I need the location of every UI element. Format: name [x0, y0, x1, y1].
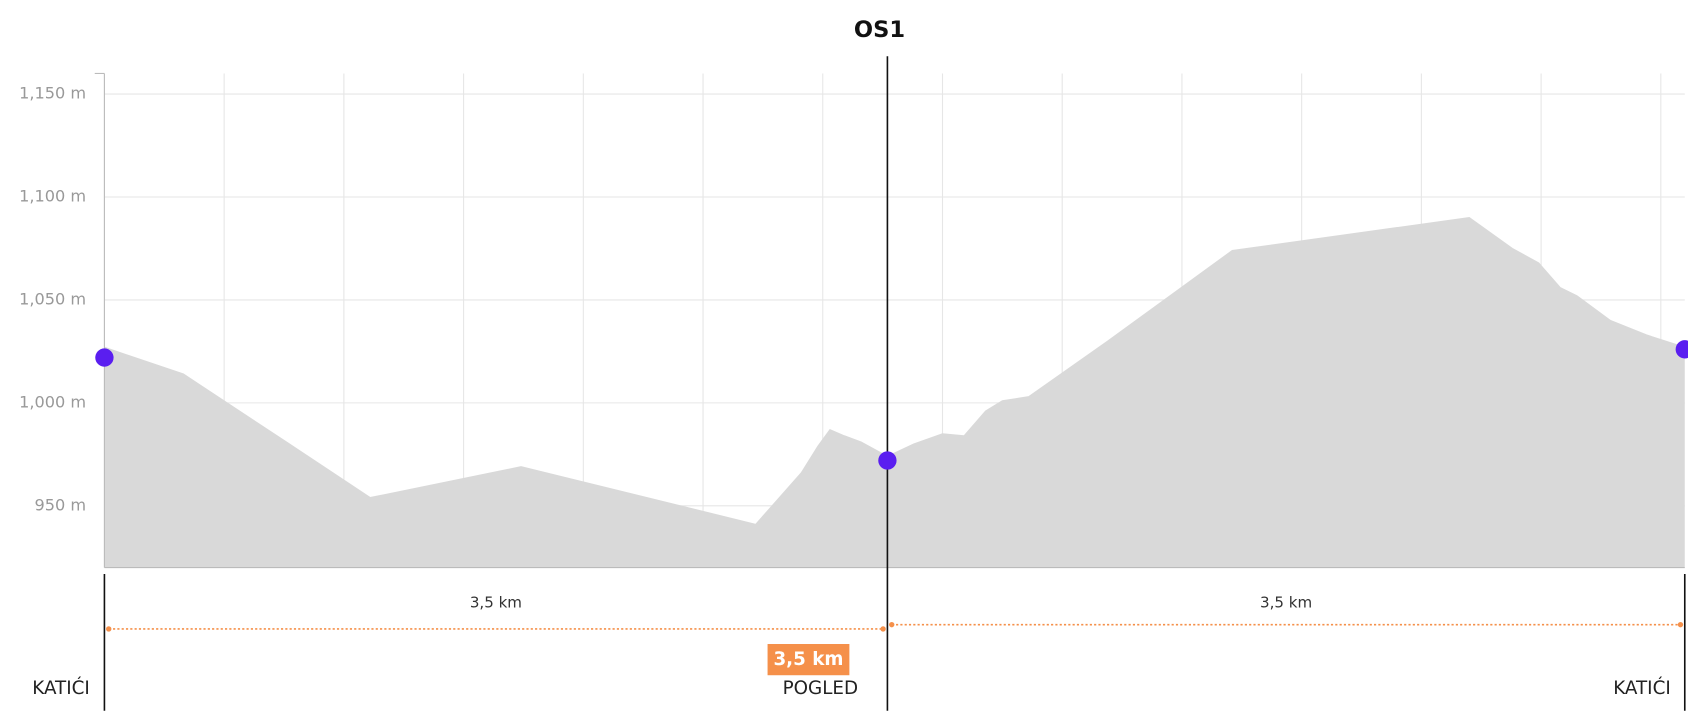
waypoint-marker	[878, 451, 897, 470]
elevation-line	[104, 217, 1685, 525]
y-tick-label: 1,000 m	[19, 392, 86, 411]
chart-title: OS1	[854, 17, 905, 43]
y-tick-label: 1,100 m	[19, 186, 86, 205]
y-tick-label: 1,050 m	[19, 289, 86, 308]
highlight-label: 3,5 km	[773, 649, 843, 670]
y-tick-label: 950 m	[34, 495, 86, 514]
elevation-area	[104, 217, 1685, 568]
waypoint-label: KATIĆI	[1613, 677, 1671, 699]
segment-label: 3,5 km	[470, 594, 522, 612]
waypoint-marker	[95, 348, 114, 367]
segment-end	[880, 626, 886, 632]
waypoint-label: POGLED	[783, 678, 858, 699]
segment-label: 3,5 km	[1260, 594, 1312, 612]
segment-end	[889, 621, 895, 628]
segment-end	[106, 626, 112, 632]
waypoint-marker	[1675, 340, 1688, 359]
waypoint-label: KATIĆI	[32, 677, 90, 699]
y-tick-label: 1,150 m	[19, 84, 86, 103]
highlight-badge	[767, 644, 850, 676]
segment-end	[1677, 621, 1684, 628]
